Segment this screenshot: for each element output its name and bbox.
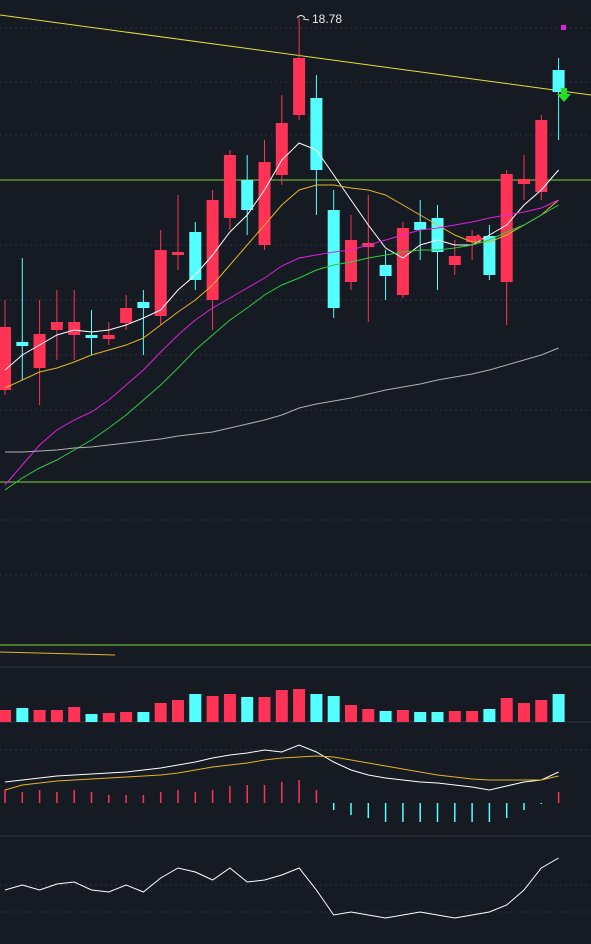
indicator-line [4,755,559,791]
candle-body [50,322,63,330]
volume-bar [50,710,63,722]
indicator-line [4,744,559,791]
volume-bar [0,710,11,722]
volume-bar [172,700,184,722]
volume-bar [379,711,392,722]
volume-bar [102,713,115,722]
volume-bar [362,709,375,722]
candle-body [466,236,479,242]
high-pointer [302,18,310,21]
indicator-line [5,347,559,453]
candle-body [241,180,254,210]
candle-body [33,334,46,368]
candle-body [396,228,409,295]
volume-bar [466,711,479,722]
signal-marker [561,25,566,30]
volume-bar [500,698,513,722]
candle-body [500,174,513,282]
candle-body [137,302,150,308]
candle-body [535,120,548,192]
indicator-line [4,857,559,919]
volume-bar [85,714,98,722]
volume-bar [137,712,150,722]
volume-bar [154,703,167,722]
buy-arrow [472,234,484,240]
volume-bar [431,712,444,722]
volume-bar [189,694,202,722]
high-label: 18.78 [312,12,342,26]
trend-line [0,651,116,656]
volume-bar [345,705,357,722]
indicator-line [4,199,559,486]
plot [0,18,565,919]
indicator-line [4,204,559,491]
volume-bar [414,712,427,722]
candle-body [154,250,167,316]
indicator-line [4,184,559,389]
candle-body [0,327,11,390]
candle-body [448,256,461,265]
candle-body [518,179,530,184]
volume-bar [223,694,236,722]
volume-bar [396,710,409,722]
trend-line [0,14,591,96]
sell-arrow [557,88,571,102]
volume-bar [483,709,496,722]
candle-body [85,335,98,338]
volume-bar [293,689,306,722]
candle-body [102,335,115,339]
volume-bar [258,697,271,722]
volume-bar [552,694,565,722]
volume-bar [327,696,340,722]
candle-body [310,98,323,170]
candle-body [172,252,184,255]
candle-body [68,322,81,335]
candle-body [414,222,427,230]
volume-bar [16,708,29,722]
volume-bar [33,710,46,722]
candle-body [552,70,565,92]
volume-bar [275,690,288,722]
volume-bar [241,697,254,722]
candle-body [206,200,219,300]
volume-bar [206,696,219,722]
candle-body [275,123,288,175]
volume-bar [310,694,323,722]
candle-body [120,308,133,323]
volume-bar [448,711,461,722]
candle-body [483,236,496,275]
candle-body [379,265,392,276]
indicator-line [4,142,559,371]
candle-body [189,232,202,280]
volume-bar [68,707,81,722]
candle-body [293,58,306,115]
candle-body [16,342,29,346]
candle-body [223,155,236,218]
volume-bar [120,712,133,722]
candle-body [258,162,271,245]
candle-body [327,210,340,308]
volume-bar [518,703,530,722]
high-pointer [296,15,306,19]
volume-bar [535,700,548,722]
